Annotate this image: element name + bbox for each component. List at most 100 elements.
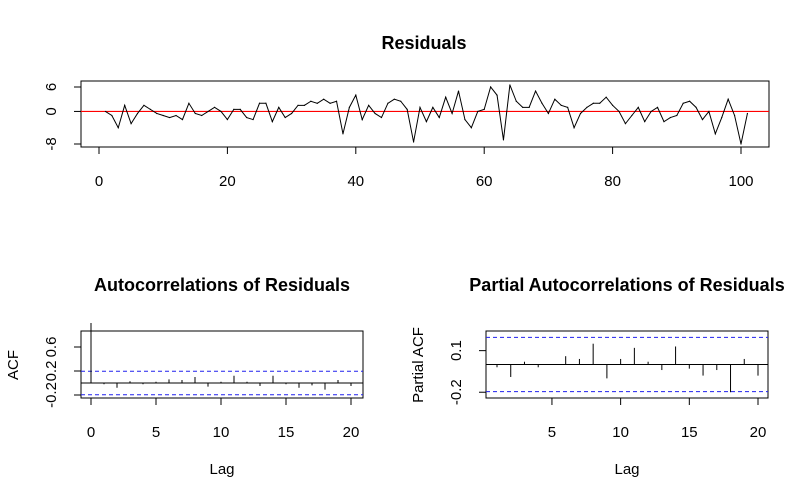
residual-point <box>349 107 350 108</box>
residual-point <box>708 111 709 112</box>
residuals-title: Residuals <box>381 33 466 53</box>
residual-point <box>252 119 253 120</box>
residual-point <box>336 101 337 102</box>
residual-point <box>163 115 164 116</box>
residual-point <box>208 111 209 112</box>
residual-point <box>445 97 446 98</box>
residual-point <box>285 117 286 118</box>
residual-point <box>118 127 119 128</box>
x-tick-label: 20 <box>343 424 360 441</box>
residual-point <box>330 103 331 104</box>
residual-point <box>407 109 408 110</box>
residual-point <box>663 121 664 122</box>
x-tick-label: 10 <box>612 424 629 441</box>
residual-point <box>246 117 247 118</box>
residual-point <box>573 127 574 128</box>
y-tick-label: 6 <box>43 83 60 91</box>
residual-point <box>355 95 356 96</box>
residual-point <box>291 113 292 114</box>
residual-point <box>657 107 658 108</box>
residuals-marks: 0 20 40 60 80 100 -8 0 6 <box>43 83 769 190</box>
residual-point <box>567 107 568 108</box>
residual-point <box>464 119 465 120</box>
y-tick-label: -0.2 <box>448 379 465 405</box>
residual-point <box>631 115 632 116</box>
pacf-marks: 5 10 15 20 -0.2 0.1 <box>448 337 768 441</box>
residual-point <box>599 103 600 104</box>
y-tick-label: 0.1 <box>448 340 465 361</box>
acf-y-axis-label: ACF <box>5 350 22 380</box>
residual-point <box>374 113 375 114</box>
pacf-panel: Partial Autocorrelations of Residuals La… <box>410 275 785 478</box>
residual-point <box>304 105 305 106</box>
residual-point <box>561 105 562 106</box>
acf-plot-frame <box>81 331 363 398</box>
residual-point <box>297 105 298 106</box>
acf-panel: Autocorrelations of Residuals Lag ACF 0 5… <box>5 275 363 478</box>
pacf-title: Partial Autocorrelations of Residuals <box>469 275 784 295</box>
residual-point <box>580 113 581 114</box>
residual-point <box>586 107 587 108</box>
residual-point <box>105 111 106 112</box>
residual-point <box>400 101 401 102</box>
residual-point <box>426 121 427 122</box>
residual-point <box>419 107 420 108</box>
residual-point <box>452 113 453 114</box>
residual-point <box>728 99 729 100</box>
residual-point <box>593 103 594 104</box>
residual-point <box>625 123 626 124</box>
residual-point <box>272 121 273 122</box>
residuals-panel: Residuals 0 20 40 60 80 100 -8 0 6 <box>43 33 769 190</box>
residual-point <box>554 99 555 100</box>
residual-point <box>317 103 318 104</box>
residual-point <box>612 105 613 106</box>
residual-point <box>240 109 241 110</box>
residual-point <box>618 111 619 112</box>
residual-point <box>214 107 215 108</box>
residual-point <box>740 143 741 144</box>
y-tick-label: 0.6 <box>43 337 60 358</box>
residual-point <box>606 97 607 98</box>
residual-point <box>394 99 395 100</box>
residual-point <box>541 103 542 104</box>
x-tick-label: 5 <box>548 424 556 441</box>
residual-point <box>278 107 279 108</box>
residual-point <box>368 105 369 106</box>
residual-point <box>188 103 189 104</box>
residual-point <box>381 117 382 118</box>
residual-point <box>150 109 151 110</box>
residual-point <box>535 90 536 91</box>
residual-point <box>522 107 523 108</box>
x-tick-label: 60 <box>476 173 493 190</box>
x-tick-label: 100 <box>728 173 753 190</box>
residual-point <box>484 109 485 110</box>
residual-point <box>195 113 196 114</box>
y-tick-label: -0.2 <box>43 382 60 408</box>
acf-x-axis-label: Lag <box>209 461 234 478</box>
residual-point <box>721 117 722 118</box>
residual-point <box>175 115 176 116</box>
residual-point <box>689 101 690 102</box>
residual-point <box>124 105 125 106</box>
residual-point <box>387 103 388 104</box>
y-tick-label: 0 <box>43 107 60 115</box>
residual-point <box>516 101 517 102</box>
residual-point <box>342 133 343 134</box>
residual-point <box>702 119 703 120</box>
residual-point <box>490 86 491 87</box>
residual-point <box>362 119 363 120</box>
residual-point <box>651 111 652 112</box>
residual-point <box>747 113 748 114</box>
residual-point <box>220 111 221 112</box>
residual-point <box>496 95 497 96</box>
residual-point <box>638 107 639 108</box>
acf-marks: 0 5 10 15 20 -0.20.2 0.6 <box>43 323 363 441</box>
residual-point <box>265 103 266 104</box>
residual-point <box>323 99 324 100</box>
x-tick-label: 40 <box>347 173 364 190</box>
residual-point <box>201 115 202 116</box>
residual-point <box>644 121 645 122</box>
y-tick-label: 0.2 <box>43 361 60 382</box>
x-tick-label: 15 <box>681 424 698 441</box>
x-tick-label: 20 <box>219 173 236 190</box>
